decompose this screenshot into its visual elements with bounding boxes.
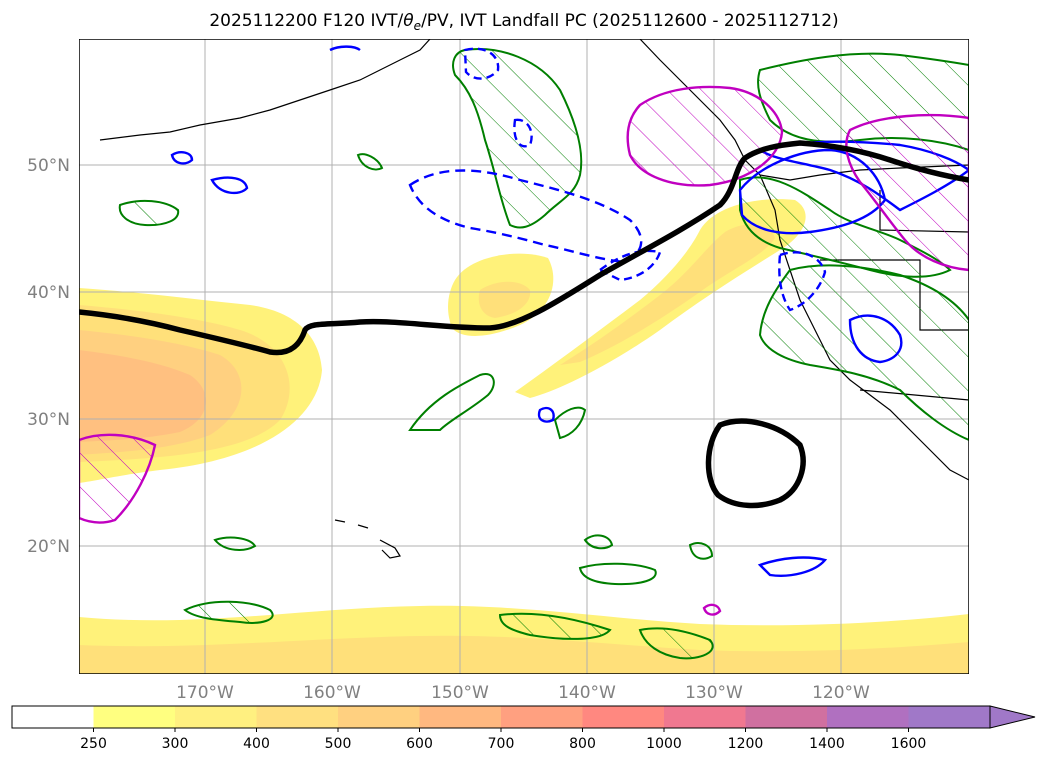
colorbar-swatch (908, 706, 991, 728)
ivt-shading-west-plume (79, 288, 322, 483)
lat-tick-label: 40°N (27, 283, 70, 303)
pv-contours (118, 48, 969, 660)
colorbar-swatch (501, 706, 583, 728)
colorbar-tick-label: 500 (325, 736, 352, 752)
colorbar-swatch (338, 706, 420, 728)
colorbar-swatch (827, 706, 909, 728)
colorbar-swatch (419, 706, 502, 728)
ivt-shading-south-band (79, 605, 969, 674)
colorbar-swatch (93, 706, 176, 728)
lon-tick-label: 120°W (812, 683, 870, 703)
colorbar-swatch (745, 706, 828, 728)
colorbar-swatch (12, 706, 94, 728)
lon-tick-label: 170°W (176, 683, 234, 703)
ivt-colorbar: 250 300 400 500 600 700 800 1000 1200 1400 1600 (11, 705, 1036, 752)
colorbar-tick-label: 1200 (728, 736, 764, 752)
map-title: 2025112200 F120 IVT/θe/PV, IVT Landfall … (209, 11, 838, 33)
lat-tick-label: 20°N (27, 537, 70, 557)
colorbar-swatch (175, 706, 257, 728)
lon-tick-label: 140°W (558, 683, 616, 703)
lat-tick-label: 30°N (27, 410, 70, 430)
lon-tick-labels: 170°W 160°W 150°W 140°W 130°W 120°W (176, 683, 870, 703)
colorbar-tick-label: 300 (162, 736, 189, 752)
colorbar-tick-label: 1600 (891, 736, 927, 752)
colorbar-swatch (664, 706, 746, 728)
map-panel (79, 39, 969, 674)
lat-tick-label: 50°N (27, 156, 70, 176)
colorbar-extend-arrow (989, 705, 1036, 729)
lat-tick-labels: 50°N 40°N 30°N 20°N (27, 156, 70, 557)
colorbar-tick-label: 700 (488, 736, 515, 752)
colorbar-swatch (256, 706, 339, 728)
lon-tick-label: 130°W (685, 683, 743, 703)
theta-e-contours (170, 45, 969, 577)
colorbar-tick-label: 250 (80, 736, 107, 752)
colorbar-tick-label: 600 (406, 736, 433, 752)
colorbar-tick-label: 800 (569, 736, 596, 752)
colorbar-tick-label: 1000 (646, 736, 682, 752)
lon-tick-label: 150°W (431, 683, 489, 703)
lon-tick-label: 160°W (303, 683, 361, 703)
colorbar-tick-label: 400 (243, 736, 270, 752)
jet-contours (79, 140, 969, 509)
colorbar-swatch (582, 706, 665, 728)
colorbar-tick-label: 1400 (809, 736, 845, 752)
